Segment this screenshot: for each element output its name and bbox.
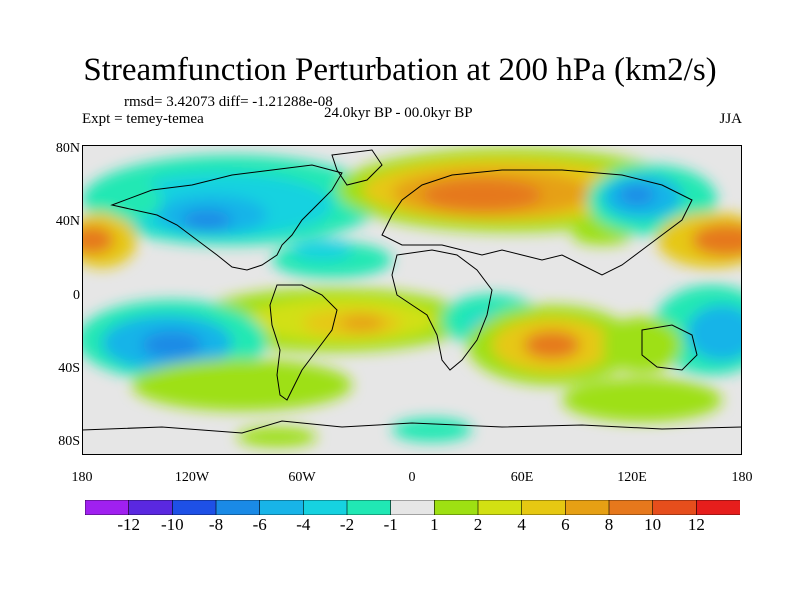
- colorbar-label: 10: [644, 515, 662, 534]
- colorbar-swatch: [521, 500, 567, 515]
- colorbar-label: 6: [561, 515, 570, 534]
- rmsd-text: rmsd= 3.42073 diff= -1.21288e-08: [124, 94, 333, 110]
- colorbar-swatch: [608, 500, 654, 515]
- lat-tick: 80S: [58, 434, 80, 449]
- colorbar-label: -10: [160, 515, 184, 534]
- season-text: JJA: [719, 111, 742, 127]
- lat-tick: 80N: [55, 141, 80, 156]
- lon-tick: 60W: [288, 470, 316, 485]
- lon-tick: 120W: [174, 470, 210, 485]
- colorbar-swatch: [303, 500, 348, 515]
- lon-tick: 60E: [510, 470, 534, 485]
- colorbar-swatch: [259, 500, 305, 515]
- colorbar-label: 2: [473, 515, 483, 534]
- colorbar-swatch: [696, 500, 740, 515]
- colorbar-label: 4: [517, 515, 526, 534]
- colorbar-swatch: [652, 500, 698, 515]
- colorbar-label: -2: [339, 515, 355, 534]
- colorbar-label: -6: [252, 515, 267, 534]
- lat-tick: 0: [73, 288, 80, 303]
- colorbar-swatch: [172, 500, 217, 515]
- colorbar-label: 1: [430, 515, 439, 534]
- coastlines: [82, 149, 742, 434]
- colorbar-label: 8: [604, 515, 614, 534]
- colorbar-swatch: [565, 500, 610, 515]
- contour-field: [82, 148, 742, 447]
- colorbar-label: -4: [296, 515, 311, 534]
- colorbar-label: 12: [687, 515, 705, 534]
- colorbar-swatch: [128, 500, 174, 515]
- colorbar-label: -12: [117, 515, 140, 534]
- experiment-text: Expt = temey-temea: [82, 111, 204, 127]
- colorbar-swatch: [85, 500, 130, 515]
- streamfunction-map: [82, 145, 742, 455]
- lat-tick: 40S: [58, 361, 80, 376]
- lon-tick: 0: [408, 470, 416, 485]
- colorbar-swatch: [390, 500, 436, 515]
- map-title: Streamfunction Perturbation at 200 hPa (…: [83, 52, 717, 88]
- lon-tick: 180: [731, 470, 753, 485]
- lon-tick: 180: [71, 470, 93, 485]
- colorbar-label: -1: [383, 515, 398, 534]
- colorbar-swatch: [477, 500, 523, 515]
- colorbar-swatch: [215, 500, 261, 515]
- colorbar: [85, 500, 740, 515]
- period-text: 24.0kyr BP - 00.0kyr BP: [324, 105, 473, 121]
- lon-tick: 120E: [617, 470, 647, 485]
- lat-tick: 40N: [55, 214, 80, 229]
- colorbar-label: -8: [208, 515, 224, 534]
- colorbar-swatch: [346, 500, 392, 515]
- colorbar-swatch: [434, 500, 479, 515]
